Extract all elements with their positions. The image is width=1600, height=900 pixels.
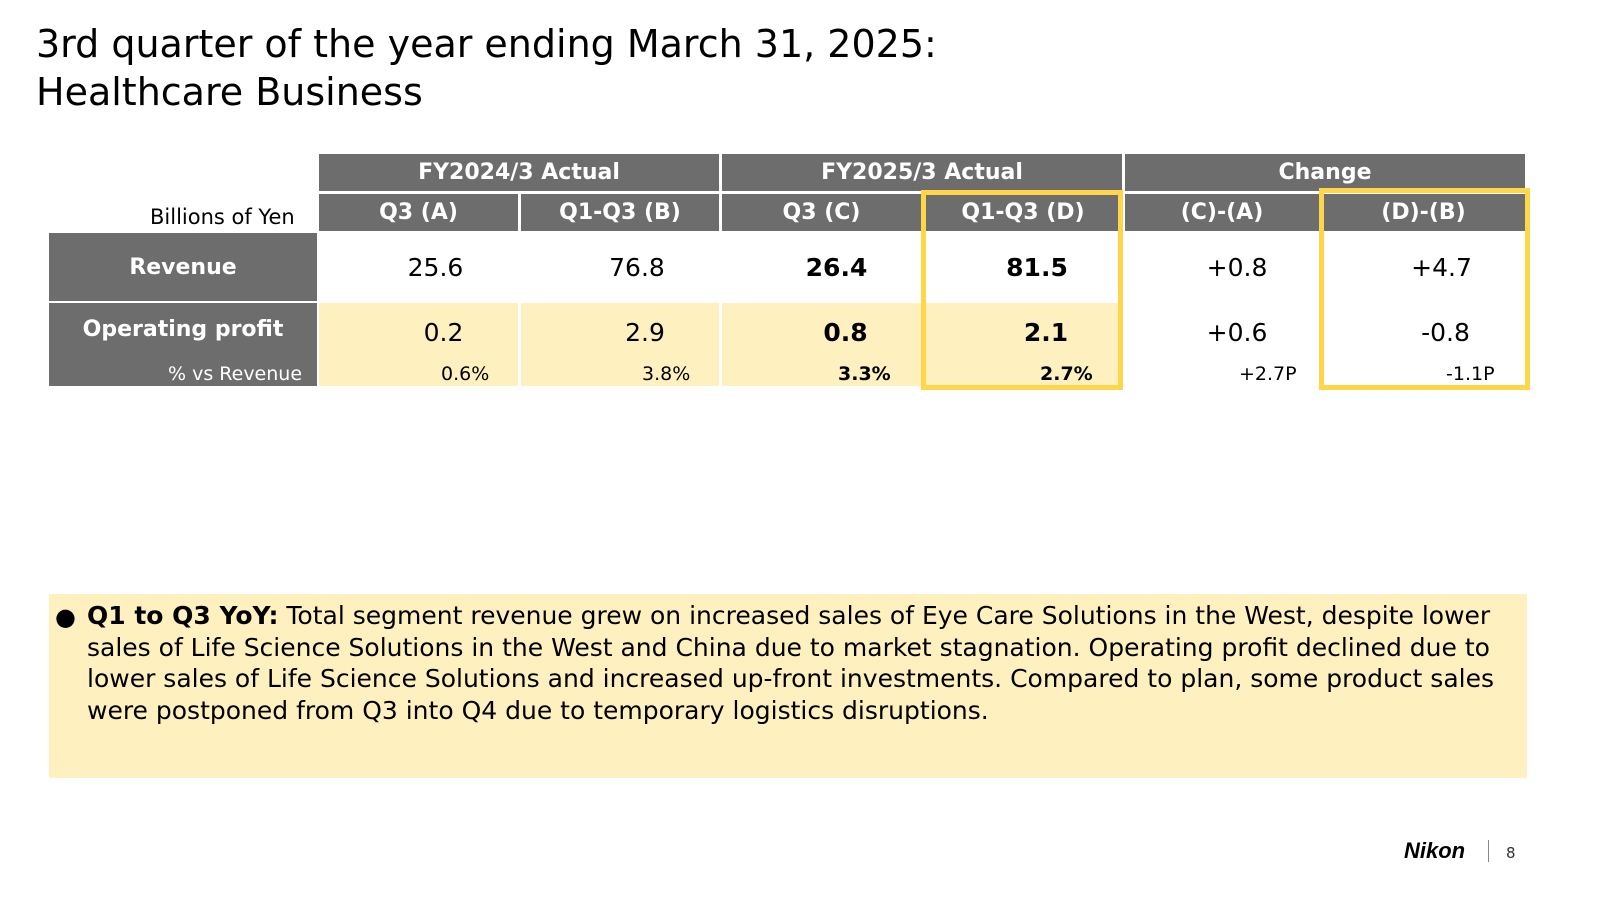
pct-q1q3-b: 3.8%	[642, 363, 691, 385]
pct-vs-revenue-label: % vs Revenue	[168, 363, 303, 385]
column-header-q3-a: Q3 (A)	[319, 194, 518, 231]
revenue-q3-a: 25.6	[407, 252, 464, 282]
revenue-q1q3-d: 81.5	[1006, 252, 1068, 282]
commentary-box: ● Q1 to Q3 YoY: Total segment revenue gr…	[49, 594, 1527, 778]
op-cell-bg-c	[722, 303, 921, 386]
op-cell-bg-a	[319, 303, 518, 386]
column-header-q1q3-b: Q1-Q3 (B)	[521, 194, 719, 231]
commentary-heading: Q1 to Q3 YoY:	[87, 601, 279, 630]
pct-q3-c: 3.3%	[838, 363, 891, 385]
units-label: Billions of Yen	[150, 205, 295, 229]
revenue-c-minus-a: +0.8	[1206, 252, 1268, 282]
column-header-q1q3-d: Q1-Q3 (D)	[924, 194, 1122, 231]
op-profit-q3-a: 0.2	[423, 317, 464, 347]
pct-c-minus-a: +2.7P	[1239, 363, 1297, 385]
pct-d-minus-b: -1.1P	[1446, 363, 1495, 385]
pct-q3-a: 0.6%	[441, 363, 490, 385]
op-cell-bg-d	[924, 303, 1122, 386]
column-header-d-minus-b: (D)-(B)	[1322, 194, 1525, 231]
column-header-c-minus-a: (C)-(A)	[1125, 194, 1319, 231]
operating-profit-label: Operating profit	[82, 317, 284, 342]
row-header-operating-profit: Operating profit	[49, 303, 317, 386]
title-line-2: Healthcare Business	[36, 70, 423, 114]
op-profit-c-minus-a: +0.6	[1206, 317, 1268, 347]
group-header-change: Change	[1125, 154, 1525, 191]
column-header-q3-c: Q3 (C)	[722, 194, 921, 231]
pct-q1q3-d: 2.7%	[1040, 363, 1093, 385]
page-number: 8	[1506, 844, 1516, 862]
nikon-logo: Nikon	[1404, 838, 1466, 863]
row-header-revenue: Revenue	[49, 233, 317, 301]
financial-table: Billions of Yen FY2024/3 Actual FY2025/3…	[0, 0, 1600, 420]
op-cell-bg-b	[521, 303, 719, 386]
page-title: 3rd quarter of the year ending March 31,…	[36, 20, 937, 116]
op-profit-q1q3-b: 2.9	[625, 317, 665, 347]
revenue-q1q3-b: 76.8	[609, 252, 665, 282]
op-profit-q3-c: 0.8	[823, 317, 868, 347]
commentary-text: Total segment revenue grew on increased …	[87, 601, 1495, 725]
revenue-d-minus-b: +4.7	[1411, 252, 1472, 282]
bullet-icon: ●	[55, 603, 76, 631]
revenue-q3-c: 26.4	[805, 252, 868, 282]
title-line-1: 3rd quarter of the year ending March 31,…	[36, 22, 937, 66]
op-profit-q1q3-d: 2.1	[1023, 317, 1069, 347]
group-header-fy2025: FY2025/3 Actual	[722, 154, 1122, 191]
op-profit-d-minus-b: -0.8	[1421, 317, 1470, 347]
footer-divider	[1488, 840, 1489, 862]
group-header-fy2024: FY2024/3 Actual	[319, 154, 719, 191]
